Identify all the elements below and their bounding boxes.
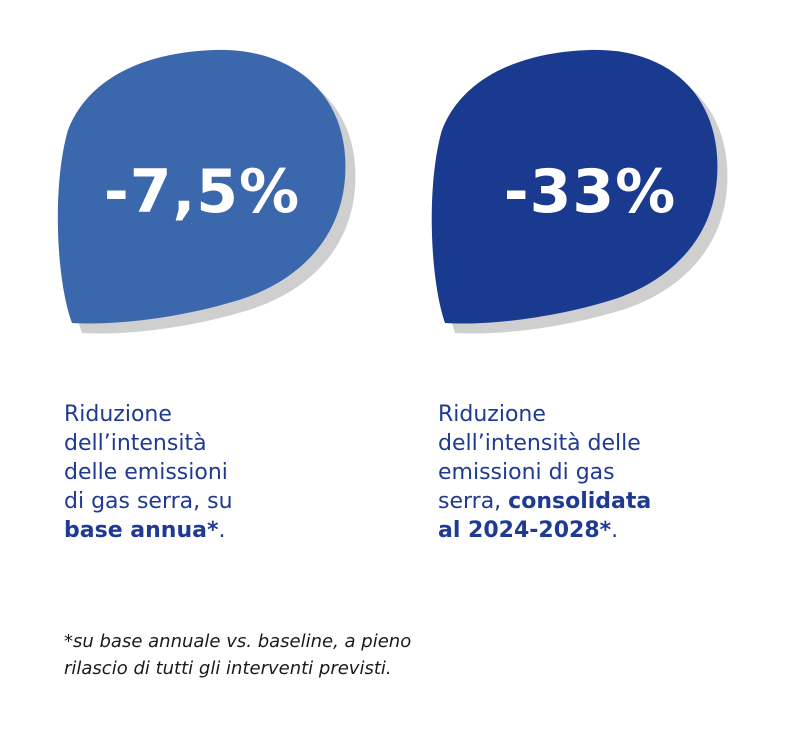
right-desc-plain: serra, [438,489,509,514]
left-desc-line: delle emissioni [64,460,228,485]
right-blob [431,49,718,324]
left-desc-end: . [218,518,226,543]
footnote: *su base annuale vs. baseline, a pieno r… [64,628,744,682]
right-desc-bold: consolidata [508,489,652,514]
right-desc-line: serra, consolidata [438,487,738,516]
left-stat-value: -7,5% [103,157,301,227]
right-desc-line: Riduzione [438,402,546,427]
right-desc-line: al 2024-2028*. [438,516,738,545]
left-description: Riduzione dell’intensità delle emissioni… [64,400,354,545]
footnote-line: *su base annuale vs. baseline, a pieno [64,631,412,652]
left-blob [57,49,346,324]
right-stat-value: -33% [503,157,677,227]
left-desc-line: di gas serra, su [64,489,233,514]
right-desc-line: emissioni di gas [438,460,615,485]
right-desc-line: dell’intensità delle [438,431,641,456]
footnote-line: rilascio di tutti gli interventi previst… [64,658,392,679]
right-desc-bold: al 2024-2028* [438,518,612,543]
stat-blobs [57,49,728,334]
left-desc-bold: base annua* [64,518,219,543]
right-description: Riduzione dell’intensità delle emissioni… [438,400,738,545]
left-desc-line: Riduzione [64,402,172,427]
right-desc-end: . [611,518,619,543]
left-desc-line: dell’intensità [64,431,207,456]
left-desc-line: base annua*. [64,516,354,545]
